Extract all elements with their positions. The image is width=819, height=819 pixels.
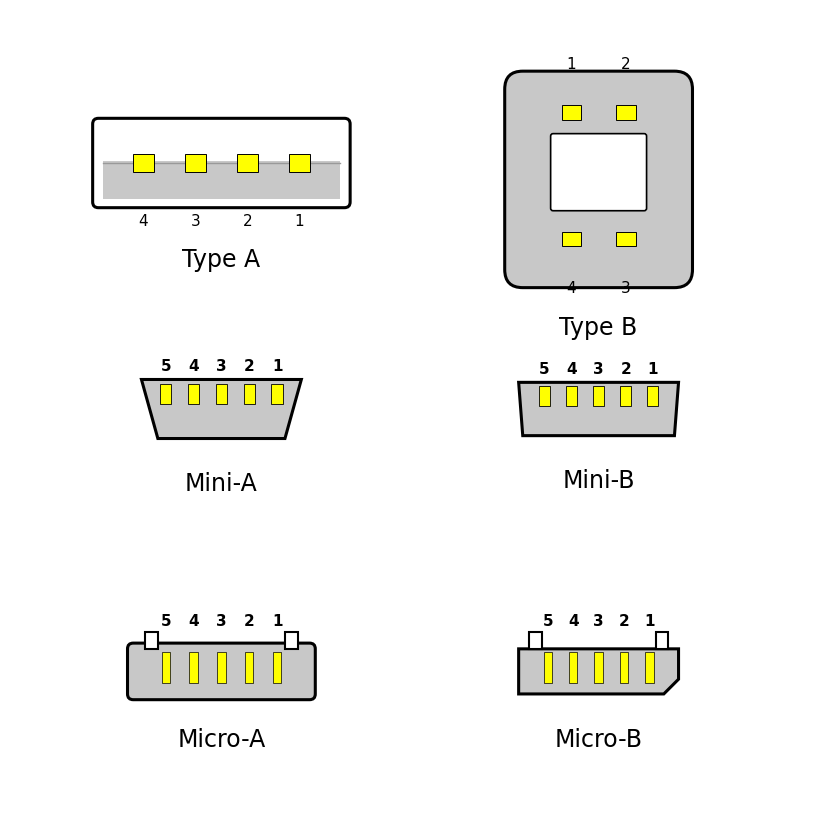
Text: 1: 1	[647, 361, 657, 377]
Text: 2: 2	[618, 613, 629, 627]
Text: Type A: Type A	[182, 247, 260, 272]
Bar	[188, 385, 199, 405]
Bar	[592, 387, 604, 407]
Text: 4: 4	[138, 213, 148, 229]
Text: Mini-A: Mini-A	[185, 472, 257, 495]
Bar	[645, 652, 653, 683]
Bar	[243, 385, 255, 405]
Bar	[615, 106, 635, 121]
FancyBboxPatch shape	[128, 644, 315, 699]
Bar	[561, 106, 581, 121]
FancyBboxPatch shape	[504, 72, 691, 288]
Bar	[288, 155, 310, 173]
Text: 4: 4	[566, 281, 576, 296]
Text: 3: 3	[593, 613, 603, 627]
Bar	[615, 233, 635, 247]
Bar	[237, 155, 258, 173]
Bar	[561, 233, 581, 247]
Text: 3: 3	[593, 361, 603, 377]
Text: 2: 2	[620, 57, 630, 72]
Text: 2: 2	[243, 613, 255, 627]
Text: 3: 3	[620, 281, 630, 296]
Text: 5: 5	[542, 613, 552, 627]
Text: 4: 4	[188, 613, 198, 627]
Bar	[189, 652, 197, 683]
Text: Mini-B: Mini-B	[562, 468, 634, 493]
Text: 1: 1	[294, 213, 304, 229]
Bar	[646, 387, 658, 407]
Bar	[568, 652, 577, 683]
Text: 4: 4	[568, 613, 577, 627]
Bar	[538, 387, 550, 407]
Text: 4: 4	[566, 361, 576, 377]
Text: 2: 2	[619, 361, 631, 377]
Bar	[145, 632, 158, 649]
Bar	[160, 385, 171, 405]
Text: 1: 1	[272, 359, 282, 373]
Bar	[543, 652, 551, 683]
Polygon shape	[518, 649, 677, 695]
Bar	[161, 652, 170, 683]
Text: 3: 3	[216, 359, 226, 373]
Bar	[184, 155, 206, 173]
Bar	[285, 632, 298, 649]
Bar	[133, 155, 154, 173]
FancyBboxPatch shape	[550, 134, 646, 211]
Bar	[273, 652, 281, 683]
Text: 1: 1	[566, 57, 576, 72]
Text: 5: 5	[161, 613, 170, 627]
Text: 1: 1	[644, 613, 654, 627]
Text: 3: 3	[190, 213, 200, 229]
Bar	[565, 387, 577, 407]
Polygon shape	[142, 380, 301, 439]
FancyBboxPatch shape	[93, 119, 350, 208]
Bar	[217, 652, 225, 683]
Text: 1: 1	[272, 613, 282, 627]
Text: 2: 2	[242, 213, 252, 229]
Bar	[619, 387, 631, 407]
Text: Micro-B: Micro-B	[554, 727, 642, 751]
Bar	[102, 161, 340, 200]
Text: Micro-A: Micro-A	[177, 727, 265, 751]
Text: Type B: Type B	[559, 315, 637, 339]
Bar	[654, 632, 667, 649]
Text: 3: 3	[216, 613, 226, 627]
Text: 5: 5	[539, 361, 549, 377]
Bar	[619, 652, 627, 683]
Bar	[271, 385, 283, 405]
Bar	[594, 652, 602, 683]
Text: 4: 4	[188, 359, 198, 373]
Bar	[529, 632, 541, 649]
Polygon shape	[518, 383, 678, 436]
Text: 2: 2	[243, 359, 255, 373]
Text: 5: 5	[161, 359, 170, 373]
Bar	[215, 385, 227, 405]
Bar	[245, 652, 253, 683]
